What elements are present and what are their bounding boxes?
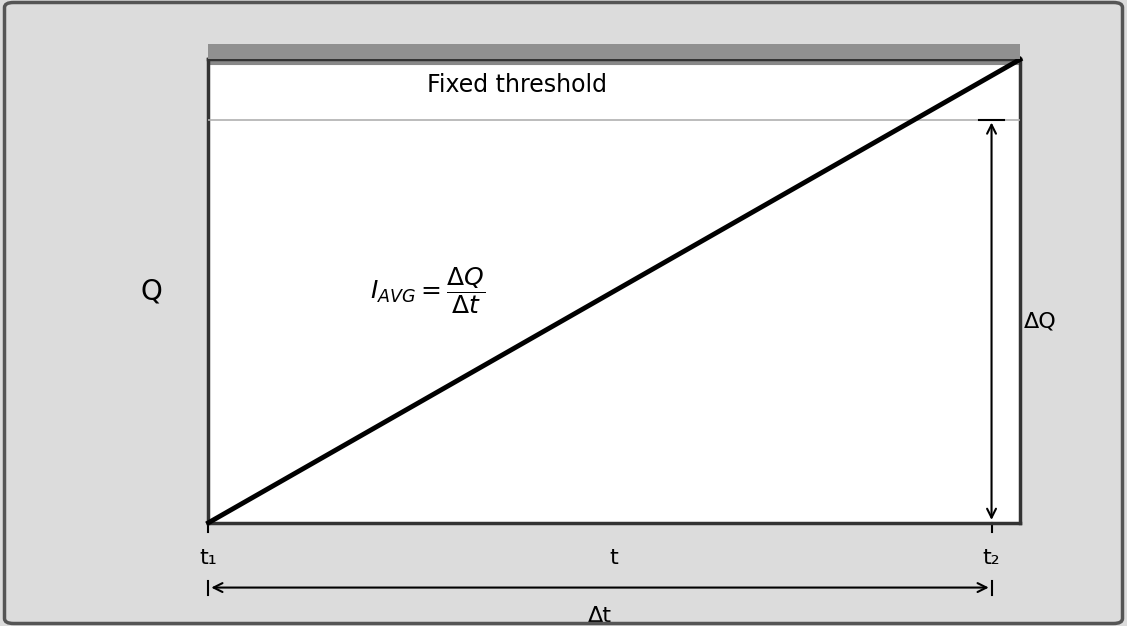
Text: $I_{AVG}=\dfrac{\Delta Q}{\Delta t}$: $I_{AVG}=\dfrac{\Delta Q}{\Delta t}$ <box>370 265 485 317</box>
Text: t₁: t₁ <box>199 548 218 568</box>
Text: Q: Q <box>141 277 162 305</box>
Text: t: t <box>610 548 619 568</box>
Text: Fixed threshold: Fixed threshold <box>427 73 606 97</box>
Text: Δt: Δt <box>588 606 612 626</box>
Text: ΔQ: ΔQ <box>1024 311 1057 331</box>
Text: t₂: t₂ <box>983 548 1001 568</box>
